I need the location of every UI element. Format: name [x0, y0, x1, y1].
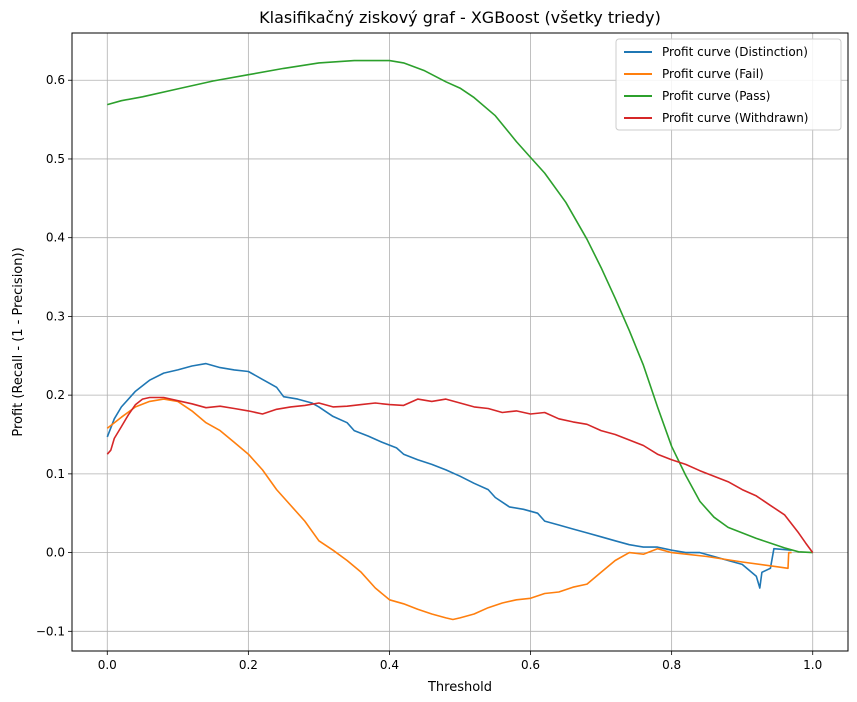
x-tick-label: 0.2 [239, 658, 258, 672]
series-line-3 [106, 396, 814, 554]
x-tick-label: 0.4 [380, 658, 399, 672]
legend-box [615, 38, 842, 131]
y-tick-label: 0.4 [46, 231, 65, 245]
legend-label: Profit curve (Withdrawn) [662, 111, 808, 125]
x-tick-label: 1.0 [803, 658, 822, 672]
x-tick-label: 0.6 [521, 658, 540, 672]
grid [72, 33, 848, 651]
legend-label: Profit curve (Fail) [662, 67, 764, 81]
x-tick-label: 0.8 [662, 658, 681, 672]
axis-ticks: 0.0 0.2 0.4 0.6 0.8 1.0 −0.1 0.0 0.1 0.2 0.3 0.4 0.5… [36, 73, 822, 672]
plot-frame [71, 32, 849, 652]
legend: Profit curve (Distinction) Profit curve (… [615, 38, 842, 131]
legend-label: Profit curve (Pass) [662, 89, 770, 103]
x-axis-label: Threshold [427, 680, 492, 695]
y-tick-label: 0.3 [46, 309, 65, 323]
chart-title: Klasifikačný ziskový graf - XGBoost (vše… [259, 8, 661, 27]
series-line-0 [106, 362, 792, 589]
x-tick-label: 0.0 [98, 658, 117, 672]
y-tick-label: 0.0 [46, 546, 65, 560]
series-lines [106, 59, 814, 621]
y-tick-label: 0.6 [46, 73, 65, 87]
y-tick-label: 0.1 [46, 467, 65, 481]
y-tick-label: 0.2 [46, 388, 65, 402]
series-line-2 [107, 59, 813, 554]
y-axis-label: Profit (Recall - (1 - Precision)) [11, 247, 26, 436]
y-tick-label: −0.1 [36, 624, 65, 638]
legend-label: Profit curve (Distinction) [662, 45, 808, 59]
series-line-1 [106, 398, 792, 621]
y-tick-label: 0.5 [46, 152, 65, 166]
